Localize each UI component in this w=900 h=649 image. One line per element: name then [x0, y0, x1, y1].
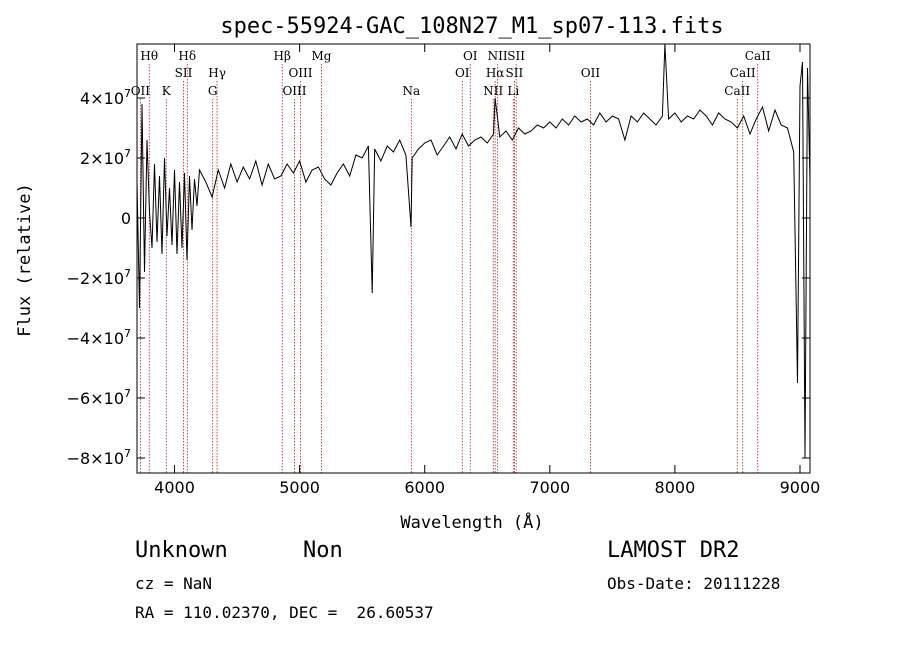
x-tick-label: 4000 [154, 478, 195, 497]
y-tick-label: −4×107 [67, 327, 131, 348]
y-tick-label: 0 [121, 209, 131, 228]
spectrum-line [136, 43, 811, 459]
y-tick-label: −6×107 [67, 387, 131, 408]
line-marker-label: Hδ [178, 49, 196, 63]
line-marker-label: CaII [724, 84, 750, 98]
line-marker-label: OII [131, 84, 151, 98]
redshift-cz: cz = NaN [135, 574, 213, 593]
line-marker-label: OII [581, 66, 601, 80]
spectrum-series [136, 43, 811, 459]
line-marker-label: CaII [745, 49, 771, 63]
plot-frame [136, 43, 811, 474]
y-tick-label: −8×107 [67, 447, 131, 468]
line-marker-label: Hα [486, 66, 505, 80]
line-marker-label: NII [488, 49, 508, 63]
x-tick-label: 5000 [279, 478, 320, 497]
x-axis: 4000 5000 6000 7000 8000 9000 [154, 44, 820, 497]
line-marker-label: OIII [288, 66, 312, 80]
y-tick-label: 4×107 [80, 87, 131, 108]
y-axis-label: Flux (relative) [15, 183, 35, 337]
line-marker-label: NII [483, 84, 503, 98]
line-marker-label: CaII [730, 66, 756, 80]
survey-name: LAMOST DR2 [607, 538, 740, 563]
line-marker-label: G [208, 84, 218, 98]
line-marker-label: OI [463, 49, 478, 63]
line-marker-label: Hθ [140, 49, 158, 63]
y-axis: 4×107 2×107 0 −2×107 −4×107 −6×107 −8×107 [67, 87, 810, 468]
y-tick-label: −2×107 [67, 267, 131, 288]
line-marker-label: OI [455, 66, 470, 80]
coordinates: RA = 110.02370, DEC = 26.60537 [135, 603, 434, 622]
line-marker-label: SII [175, 66, 193, 80]
chart-title: spec-55924-GAC_108N27_M1_sp07-113.fits [220, 14, 723, 39]
y-tick-label: 2×107 [80, 147, 131, 168]
line-marker-label: Mg [312, 49, 332, 63]
line-marker-label: OIII [282, 84, 306, 98]
line-marker-label: Li [507, 84, 519, 98]
object-subclass: Non [303, 538, 343, 563]
x-tick-label: 8000 [655, 478, 696, 497]
x-tick-label: 7000 [529, 478, 570, 497]
line-marker-label: Hβ [274, 49, 291, 63]
line-marker-label: SII [507, 49, 525, 63]
x-axis-label: Wavelength (Å) [400, 511, 543, 533]
observation-date: Obs-Date: 20111228 [607, 574, 781, 593]
x-tick-label: 9000 [780, 478, 821, 497]
object-class: Unknown [135, 538, 228, 563]
line-marker-label: K [162, 84, 172, 98]
line-marker-label: Na [403, 84, 421, 98]
line-marker-label: SII [506, 66, 524, 80]
x-tick-label: 6000 [404, 478, 445, 497]
line-marker-label: Hγ [208, 66, 226, 80]
